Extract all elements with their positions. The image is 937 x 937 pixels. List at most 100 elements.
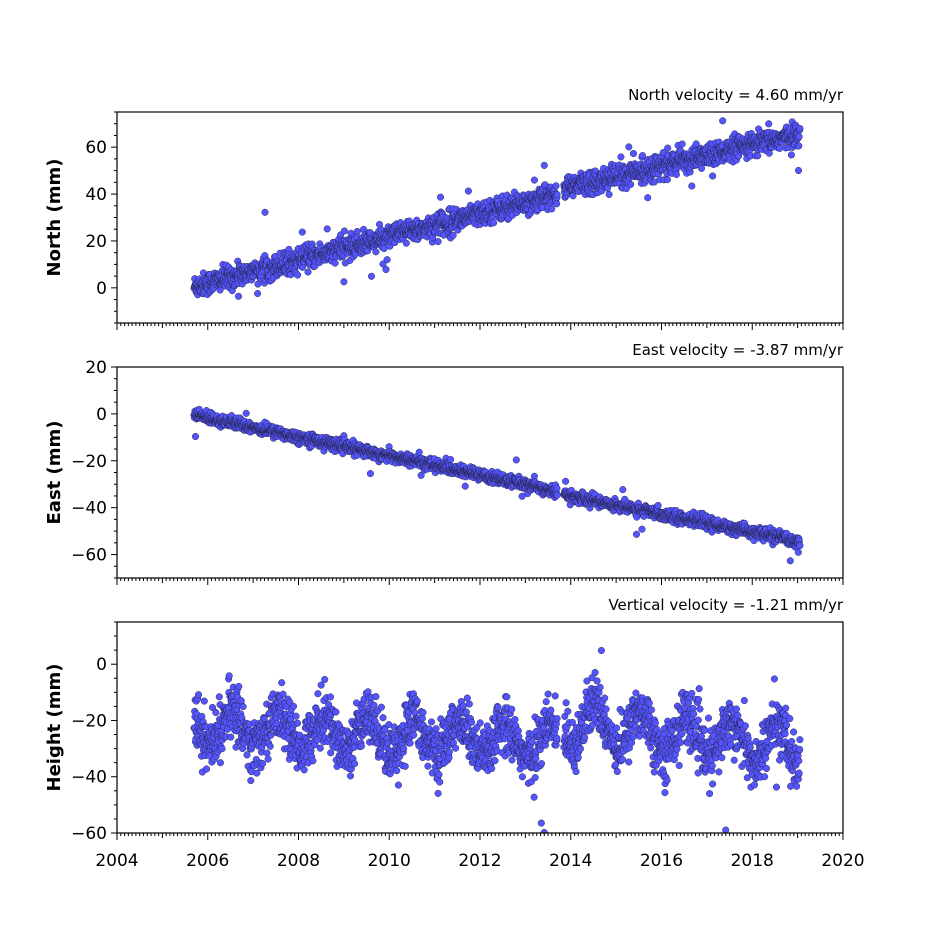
- data-point: [787, 151, 795, 159]
- data-points-north: [190, 117, 804, 300]
- data-point: [672, 170, 680, 179]
- data-point: [372, 248, 380, 256]
- data-point: [366, 470, 374, 478]
- y-axis-label: North (mm): [44, 159, 65, 277]
- data-point: [323, 225, 331, 233]
- data-points-height: [190, 646, 804, 833]
- data-point: [632, 530, 641, 538]
- data-point: [622, 185, 630, 193]
- data-point: [698, 164, 706, 172]
- data-point: [512, 456, 520, 464]
- y-axis-label: East (mm): [44, 421, 65, 525]
- data-point: [617, 153, 625, 161]
- data-point: [629, 149, 638, 158]
- data-point: [625, 143, 633, 151]
- data-point: [227, 733, 235, 741]
- data-point: [552, 182, 560, 190]
- data-point: [794, 548, 802, 556]
- data-point: [735, 152, 743, 160]
- data-point: [795, 133, 803, 141]
- y-tick-label: 0: [96, 405, 107, 425]
- data-point: [237, 697, 245, 705]
- data-point: [530, 176, 538, 184]
- data-points-east: [190, 405, 804, 565]
- data-point: [415, 448, 423, 456]
- data-point: [340, 278, 348, 286]
- data-point: [234, 292, 243, 300]
- data-point: [709, 172, 717, 180]
- data-point: [218, 745, 226, 753]
- y-tick-label: 20: [85, 232, 107, 252]
- data-point: [298, 228, 306, 236]
- data-point: [235, 682, 243, 691]
- y-tick-label: −60: [71, 546, 107, 566]
- data-point: [402, 239, 410, 247]
- data-point: [216, 759, 224, 767]
- data-point: [379, 260, 387, 268]
- y-tick-label: 60: [85, 138, 107, 158]
- data-point: [553, 484, 561, 492]
- data-point: [644, 194, 652, 202]
- data-point: [663, 176, 671, 184]
- y-tick-label: 40: [85, 185, 107, 205]
- data-point: [215, 693, 223, 701]
- data-point: [562, 477, 570, 485]
- data-point: [383, 256, 391, 264]
- data-point: [688, 182, 696, 190]
- data-point: [796, 124, 804, 133]
- data-point: [490, 219, 498, 227]
- data-point: [436, 193, 445, 201]
- data-point: [194, 691, 203, 699]
- y-tick-label: −20: [71, 452, 107, 472]
- panel-title: East velocity = -3.87 mm/yr: [632, 341, 844, 359]
- data-point: [447, 456, 455, 464]
- data-point: [540, 161, 548, 169]
- data-point: [627, 180, 635, 188]
- data-point: [242, 409, 250, 417]
- data-point: [719, 117, 727, 125]
- data-point: [638, 525, 646, 533]
- data-point: [619, 486, 627, 494]
- data-point: [294, 271, 302, 279]
- data-point: [191, 432, 200, 441]
- data-point: [340, 227, 348, 235]
- data-point: [417, 471, 425, 479]
- data-point: [200, 697, 208, 705]
- data-point: [605, 190, 613, 198]
- data-point: [553, 190, 561, 199]
- y-tick-label: 0: [96, 279, 107, 299]
- data-point: [434, 238, 442, 246]
- data-point: [553, 200, 561, 208]
- data-point: [678, 140, 686, 148]
- data-point: [382, 265, 390, 274]
- data-point: [776, 144, 784, 152]
- data-point: [212, 708, 220, 717]
- panel-north: 0 20 40 60 North velocity = 4.60 mm/yr North …: [44, 86, 844, 330]
- data-point: [786, 557, 794, 565]
- data-point: [254, 289, 262, 298]
- data-point: [692, 140, 700, 148]
- data-point: [765, 120, 773, 128]
- data-point: [795, 142, 803, 150]
- data-point: [654, 501, 662, 509]
- panel-title: North velocity = 4.60 mm/yr: [628, 86, 844, 104]
- data-point: [664, 144, 672, 152]
- data-point: [367, 272, 376, 280]
- data-point: [304, 268, 312, 276]
- data-point: [548, 205, 556, 213]
- data-point: [261, 208, 269, 216]
- data-point: [553, 491, 561, 499]
- y-tick-label: −40: [71, 499, 107, 519]
- data-point: [353, 227, 361, 236]
- data-point: [638, 152, 647, 160]
- data-point: [331, 259, 339, 267]
- data-point: [449, 231, 457, 239]
- data-point: [464, 187, 472, 195]
- data-point: [461, 482, 469, 490]
- data-point: [202, 765, 211, 773]
- data-point: [794, 166, 803, 175]
- data-point: [225, 672, 233, 680]
